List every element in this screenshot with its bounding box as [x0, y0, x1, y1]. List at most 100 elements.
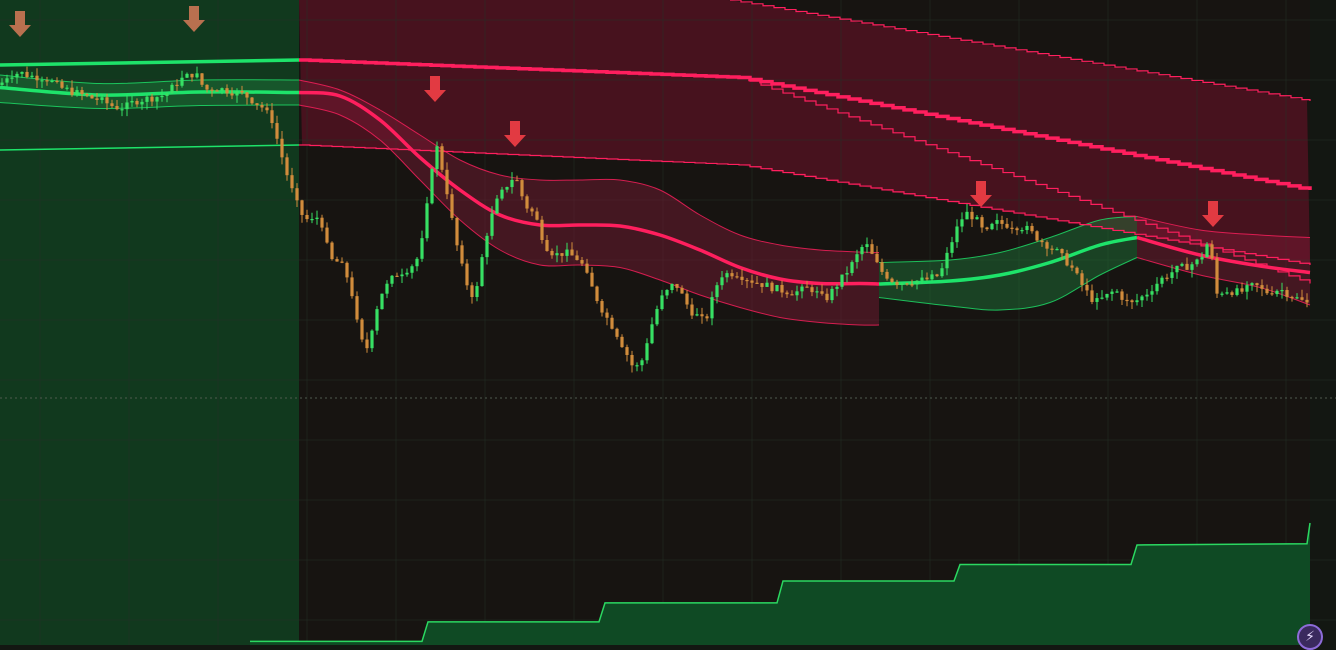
candle-body [465, 263, 469, 286]
candle-body [540, 219, 544, 240]
candle-body [435, 146, 439, 170]
candle-body [425, 203, 429, 239]
candle-body [700, 314, 704, 317]
candle-body [1015, 228, 1019, 231]
candle-body [145, 96, 149, 102]
candle-body [510, 179, 514, 188]
candle-body [605, 312, 609, 318]
candle-body [780, 285, 784, 293]
candle-body [630, 354, 634, 366]
candle-body [460, 245, 464, 264]
candle-body [375, 309, 379, 331]
candle-body [1100, 297, 1104, 299]
candle-body [595, 286, 599, 302]
candle-body [725, 273, 729, 278]
candle-body [140, 101, 144, 105]
candle-body [520, 180, 524, 197]
candle-body [735, 276, 739, 278]
candle-body [525, 196, 529, 209]
candle-body [585, 263, 589, 273]
candle-body [495, 198, 499, 214]
candle-body [740, 276, 744, 280]
candle-body [930, 274, 934, 280]
candle-body [505, 187, 509, 190]
candle-body [600, 301, 604, 313]
candle-body [805, 286, 809, 288]
level-bottom-bull [0, 144, 300, 151]
candle-body [420, 238, 424, 259]
candle-body [695, 314, 699, 316]
candle-body [775, 285, 779, 292]
candle-body [685, 293, 689, 305]
candle-body [1240, 288, 1244, 292]
candle-body [335, 259, 339, 262]
candle-body [810, 287, 814, 293]
trend-band-lower [878, 257, 1138, 311]
candle-body [350, 277, 354, 297]
candle-body [1005, 223, 1009, 228]
candle-body [670, 283, 674, 291]
trend-band-fill [879, 216, 1137, 311]
candle-body [865, 244, 869, 248]
candle-body [1185, 263, 1189, 270]
candle-body [655, 309, 659, 325]
candle-body [750, 280, 754, 283]
candle-body [390, 275, 394, 284]
candle-body [250, 97, 254, 104]
candle-body [110, 103, 114, 106]
candle-body [380, 293, 384, 310]
candle-body [70, 87, 74, 95]
candle-body [555, 253, 559, 256]
candle-body [475, 286, 479, 298]
candle-body [300, 200, 304, 215]
candle-body [845, 272, 849, 275]
candle-body [860, 247, 864, 255]
candle-body [200, 73, 204, 85]
candle-body [170, 84, 174, 94]
candle-body [645, 343, 649, 361]
sell-signal-arrow [504, 121, 526, 147]
trend-band-mid [1136, 235, 1311, 275]
candle-body [730, 273, 734, 277]
candle-body [1050, 248, 1054, 250]
trend-band-mid [298, 90, 880, 286]
candle-body [1260, 285, 1264, 289]
candle-body [915, 280, 919, 285]
candle-body [1255, 283, 1259, 286]
candle-body [130, 100, 134, 103]
bear-zone-background [299, 0, 1310, 265]
candle-body [1195, 259, 1199, 265]
candle-body [895, 282, 899, 286]
trend-band-upper [878, 216, 1138, 263]
candle-body [370, 330, 374, 349]
candle-body [1150, 291, 1154, 295]
candle-body [875, 253, 879, 263]
lightning-icon[interactable]: ⚡ [1297, 624, 1323, 650]
candle-body [635, 365, 639, 367]
candle-body [1020, 230, 1024, 232]
candle-body [1180, 263, 1184, 266]
candle-body [260, 105, 264, 108]
candle-body [125, 102, 129, 110]
candle-body [180, 77, 184, 86]
candle-body [790, 294, 794, 296]
candle-body [1095, 298, 1099, 302]
candle-body [820, 291, 824, 294]
candle-body [1120, 291, 1124, 300]
candle-body [75, 90, 79, 95]
candle-body [10, 77, 14, 79]
candle-body [1105, 293, 1109, 298]
candle-body [205, 84, 209, 90]
candle-body [450, 194, 454, 218]
candle-body [1190, 264, 1194, 270]
candle-body [1060, 249, 1064, 254]
trend-band-mid [878, 235, 1138, 286]
candle-body [115, 105, 119, 110]
candle-body [1170, 272, 1174, 278]
candle-body [770, 282, 774, 292]
candle-body [455, 217, 459, 246]
candle-body [210, 89, 214, 91]
candle-body [765, 282, 769, 287]
trend-band-upper [298, 79, 880, 253]
